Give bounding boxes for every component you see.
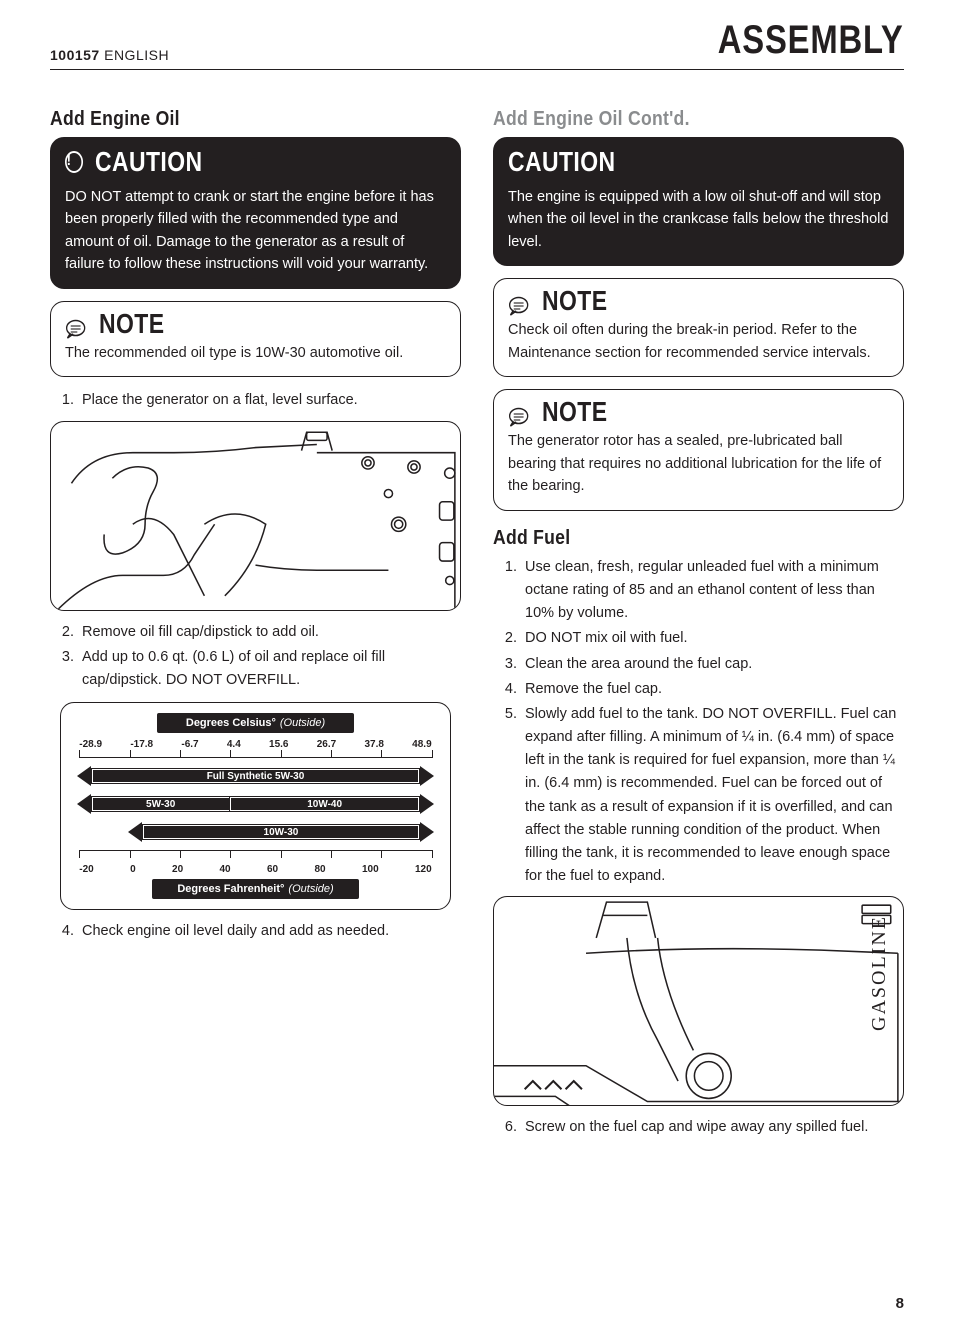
tick-label: 26.7 [317,739,336,750]
oil-fill-diagram [50,421,461,611]
fuel-steps-6: Screw on the fuel cap and wipe away any … [493,1116,904,1139]
oil-bar: 10W-30 [143,825,420,839]
step: Remove oil fill cap/dipstick to add oil. [78,621,461,644]
right-column: Add Engine Oil Cont'd. CAUTION The engin… [493,108,904,1142]
note-body: Check oil often during the break-in peri… [494,319,903,376]
tick-label: 40 [220,864,231,875]
oil-fill-svg [51,422,460,611]
left-column: Add Engine Oil ! CAUTION DO NOT attempt … [50,108,461,1142]
tick-label: 48.9 [412,739,431,750]
doc-lang: ENGLISH [104,47,169,63]
speech-bubble-icon [508,402,529,422]
section-add-engine-oil: Add Engine Oil [50,108,412,131]
note-label: NOTE [99,308,164,340]
note-box: NOTE Check oil often during the break-in… [493,278,904,377]
caution-head: CAUTION [494,138,903,180]
oil-viscosity-chart: Degrees Celsius° (Outside) -28.9 -17.8 -6.… [60,702,450,910]
step: Remove the fuel cap. [521,678,904,701]
oil-bar: 10W-40 [230,797,420,811]
section-add-fuel: Add Fuel [493,527,855,550]
section-add-engine-oil-contd: Add Engine Oil Cont'd. [493,108,855,131]
note-box: NOTE The generator rotor has a sealed, p… [493,389,904,510]
tick-label: 15.6 [269,739,288,750]
oil-steps-3: Check engine oil level daily and add as … [50,920,461,943]
chart-bottom-label: Degrees Fahrenheit° (Outside) [152,879,359,899]
caution-body: DO NOT attempt to crank or start the eng… [51,180,460,288]
speech-bubble-icon [65,314,86,334]
speech-bubble-icon [508,291,529,311]
oil-steps-2: Remove oil fill cap/dipstick to add oil.… [50,621,461,693]
caution-box: ! CAUTION DO NOT attempt to crank or sta… [50,137,461,289]
fuel-steps: Use clean, fresh, regular unleaded fuel … [493,556,904,889]
caution-head: ! CAUTION [51,138,460,180]
fuel-fill-diagram: GASOLINE [493,896,904,1106]
fahrenheit-ticks: -20 0 20 40 60 80 100 120 [79,864,431,875]
note-body: The generator rotor has a sealed, pre-lu… [494,430,903,509]
step: Use clean, fresh, regular unleaded fuel … [521,556,904,626]
oil-bar: 5W-30 [92,797,230,811]
doc-num: 100157 [50,47,100,63]
oil-steps-1: Place the generator on a flat, level sur… [50,389,461,412]
tick-label: -20 [79,864,93,875]
tick-label: 0 [130,864,136,875]
tick-label: -17.8 [130,739,153,750]
note-head: NOTE [494,390,903,430]
warning-icon: ! [65,151,83,173]
tick-label: 60 [267,864,278,875]
step: Add up to 0.6 qt. (0.6 L) of oil and rep… [78,646,461,692]
note-head: NOTE [51,302,460,342]
tick-label: -6.7 [181,739,198,750]
header-rule [50,69,904,70]
oil-bar: Full Synthetic 5W-30 [92,769,420,783]
tick-label: -28.9 [79,739,102,750]
step: Clean the area around the fuel cap. [521,653,904,676]
caution-label: CAUTION [95,146,202,178]
step: Place the generator on a flat, level sur… [78,389,461,412]
note-body: The recommended oil type is 10W-30 autom… [51,342,460,376]
step: Slowly add fuel to the tank. DO NOT OVER… [521,703,904,889]
fuel-fill-svg [494,897,903,1106]
tick-label: 20 [172,864,183,875]
tick-label: 120 [415,864,432,875]
note-label: NOTE [542,285,607,317]
fahrenheit-tick-line [79,850,431,858]
caution-label: CAUTION [508,146,615,178]
caution-box: CAUTION The engine is equipped with a lo… [493,137,904,266]
tick-label: 37.8 [364,739,383,750]
note-head: NOTE [494,279,903,319]
page-number: 8 [896,1295,904,1312]
gasoline-label: GASOLINE [868,915,891,1031]
celsius-tick-line [79,750,431,758]
oil-bars: Full Synthetic 5W-30 5W-3010W-40 10W-30 [77,766,433,842]
tick-label: 100 [362,864,379,875]
tick-label: 4.4 [227,739,241,750]
note-label: NOTE [542,396,607,428]
caution-body: The engine is equipped with a low oil sh… [494,180,903,265]
doc-id: 100157 ENGLISH [50,47,169,63]
header: 100157 ENGLISH ASSEMBLY [50,18,904,63]
page-title: ASSEMBLY [718,18,904,63]
tick-label: 80 [314,864,325,875]
celsius-ticks: -28.9 -17.8 -6.7 4.4 15.6 26.7 37.8 48.9 [79,739,431,750]
chart-top-label: Degrees Celsius° (Outside) [157,713,353,733]
step: Screw on the fuel cap and wipe away any … [521,1116,904,1139]
note-box: NOTE The recommended oil type is 10W-30 … [50,301,461,377]
step: Check engine oil level daily and add as … [78,920,461,943]
step: DO NOT mix oil with fuel. [521,627,904,650]
